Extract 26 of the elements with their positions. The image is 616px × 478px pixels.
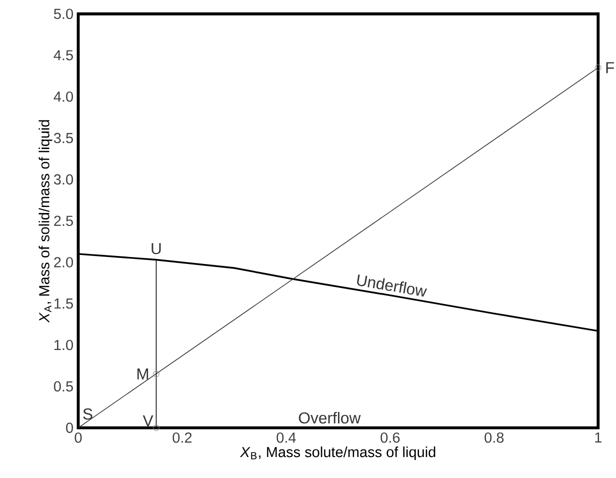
y-axis-title: X$_{A}$, Mass of solid/mass of liquid xyxy=(38,120,52,323)
x-tick-label: 0.4 xyxy=(276,432,296,443)
y-tick-label: 2.0 xyxy=(54,256,73,268)
y-tick-label: 3.0 xyxy=(54,174,73,184)
x-tick-label: 0.6 xyxy=(380,432,400,443)
y-tick-label: 5.0 xyxy=(54,8,73,19)
annotation: S xyxy=(83,408,92,420)
annotation: F xyxy=(606,62,614,73)
annotation: Overflow xyxy=(298,412,361,424)
x-axis-title: X$_{B}$, Mass solute/mass of liquid xyxy=(240,446,436,460)
x-tick-label: 0 xyxy=(74,432,82,443)
y-tick-label: 1.5 xyxy=(54,298,73,309)
y-tick-label: 0 xyxy=(66,422,73,433)
x-tick-label: 1 xyxy=(595,432,602,442)
y-tick-label: 2.5 xyxy=(54,216,73,226)
y-tick-label: 4.5 xyxy=(54,50,73,60)
annotation: U xyxy=(152,243,161,254)
x-tick-label: 0.2 xyxy=(172,432,192,443)
y-tick-label: 0.5 xyxy=(54,381,73,392)
y-tick-label: 3.5 xyxy=(54,132,73,144)
x-tick-label: 0.8 xyxy=(484,432,504,443)
y-tick-label: 1.0 xyxy=(54,340,73,350)
annotation: V xyxy=(142,415,154,426)
annotation: M xyxy=(137,368,148,380)
annotation: Underflow xyxy=(357,274,428,296)
y-tick-label: 4.0 xyxy=(54,91,73,102)
